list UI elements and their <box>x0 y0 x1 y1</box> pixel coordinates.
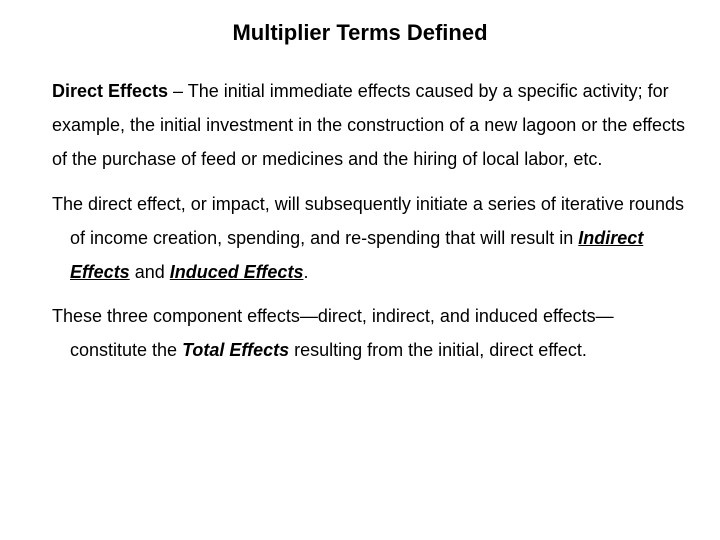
term-direct-effects: Direct Effects <box>52 81 168 101</box>
paragraph-iterative: The direct effect, or impact, will subse… <box>34 187 686 290</box>
text-iterative-c: and <box>130 262 170 282</box>
text-total-c: resulting from the initial, direct effec… <box>289 340 587 360</box>
slide-title: Multiplier Terms Defined <box>34 20 686 46</box>
paragraph-direct-effects: Direct Effects – The initial immediate e… <box>34 74 686 177</box>
term-induced-effects: Induced Effects <box>170 262 304 282</box>
paragraph-total: These three component effects—direct, in… <box>34 299 686 367</box>
slide: Multiplier Terms Defined Direct Effects … <box>0 0 720 540</box>
term-total-effects: Total Effects <box>182 340 289 360</box>
slide-body: Direct Effects – The initial immediate e… <box>34 74 686 368</box>
text-iterative-e: . <box>303 262 308 282</box>
